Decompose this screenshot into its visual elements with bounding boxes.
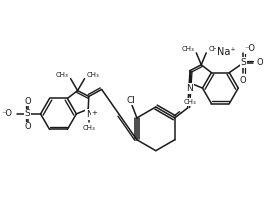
Text: Na⁺: Na⁺ [217,47,236,57]
Text: CH₃: CH₃ [56,72,69,78]
Text: O: O [240,76,246,85]
Text: N: N [186,84,193,93]
Text: Cl: Cl [126,96,135,104]
Text: N: N [86,110,92,119]
Text: S: S [240,58,246,67]
Text: S: S [25,109,31,118]
Text: CH₃: CH₃ [183,99,196,105]
Text: O: O [24,122,31,131]
Text: O: O [256,58,263,67]
Text: CH₃: CH₃ [86,72,99,78]
Text: CH₃: CH₃ [182,46,194,52]
Text: O: O [24,97,31,105]
Text: ⁻O: ⁻O [2,109,13,118]
Text: CH₃: CH₃ [208,46,221,52]
Text: CH₃: CH₃ [83,125,95,131]
Text: +: + [91,110,97,116]
Text: ⁻O: ⁻O [244,44,255,53]
